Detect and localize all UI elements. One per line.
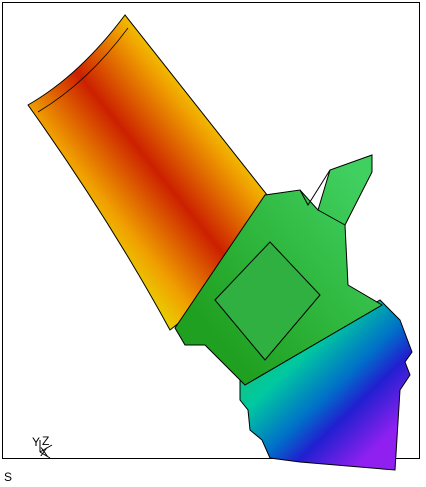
triad-y: Y bbox=[32, 435, 40, 449]
viewport: Y Z X S bbox=[0, 0, 426, 487]
corner-label: S bbox=[4, 470, 12, 484]
page: Y Z X S (() => { const data = JSON.parse… bbox=[0, 0, 426, 487]
triad-x: X bbox=[40, 445, 48, 459]
